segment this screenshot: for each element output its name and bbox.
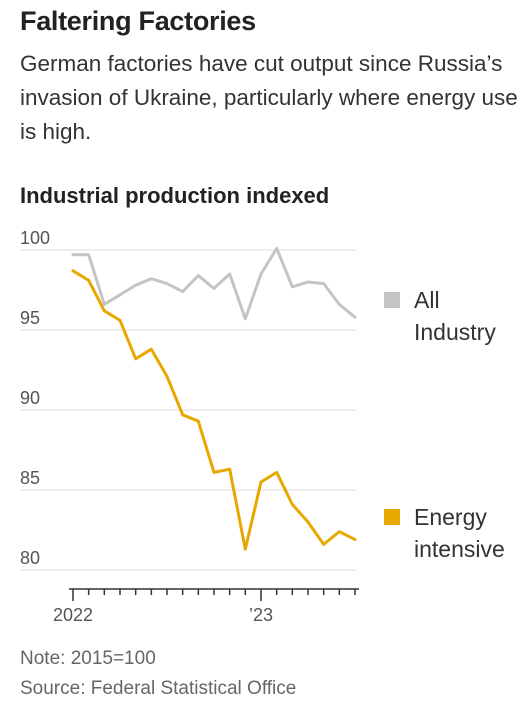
legend-label-0-0: All bbox=[414, 287, 440, 313]
y-tick-label-80: 80 bbox=[20, 548, 40, 568]
chart-heading: Industrial production indexed bbox=[20, 183, 330, 208]
chart-note: Note: 2015=100 bbox=[20, 648, 156, 669]
chart-title-main: Faltering Factories bbox=[20, 6, 256, 36]
chart-source: Source: Federal Statistical Office bbox=[20, 678, 297, 699]
grid-lines bbox=[20, 249, 357, 571]
legend-label-1-1: intensive bbox=[414, 536, 505, 562]
line-chart: 80 85 90 95 100 2022 ’23 All Industry Energy int… bbox=[20, 230, 505, 625]
y-tick-label-100: 100 bbox=[20, 230, 50, 248]
chart-subtitle: German factories have cut output since R… bbox=[20, 51, 518, 144]
legend-label-0-1: Industry bbox=[414, 319, 496, 345]
y-tick-label-95: 95 bbox=[20, 308, 40, 328]
y-tick-label-85: 85 bbox=[20, 468, 40, 488]
series-lines bbox=[71, 246, 357, 551]
x-axis: 2022 ’23 bbox=[53, 588, 359, 625]
y-tick-label-90: 90 bbox=[20, 388, 40, 408]
legend: All Industry Energy intensive bbox=[384, 287, 505, 562]
legend-label-1-0: Energy bbox=[414, 504, 487, 530]
series-line-0 bbox=[71, 246, 357, 321]
legend-swatch-1 bbox=[384, 509, 400, 525]
x-tick-label-2022-01: 2022 bbox=[53, 605, 93, 625]
legend-swatch-0 bbox=[384, 292, 400, 308]
y-tick-labels: 80 85 90 95 100 bbox=[20, 230, 50, 568]
series-line-1 bbox=[71, 269, 357, 551]
x-tick-label-2023-01: ’23 bbox=[249, 605, 273, 625]
